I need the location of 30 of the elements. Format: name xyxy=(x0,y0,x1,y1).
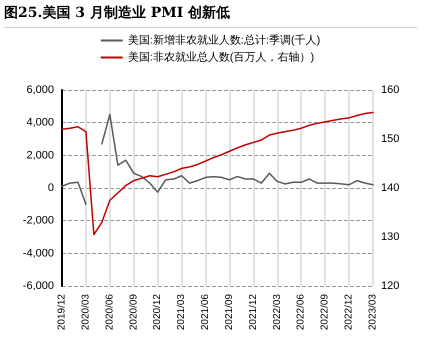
x-tick-label: 2022/06 xyxy=(296,294,307,330)
y2-tick-label: 150 xyxy=(381,133,400,145)
x-tick-label: 2020/03 xyxy=(80,294,92,330)
y2-tick-label: 130 xyxy=(381,231,400,243)
y2-tick-label: 120 xyxy=(381,280,400,292)
x-tick-label: 2020/12 xyxy=(152,294,164,330)
x-tick-label: 2019/12 xyxy=(56,294,68,330)
x-tick-label: 2021/06 xyxy=(200,294,212,330)
y-tick-label: 0 xyxy=(48,182,54,194)
legend-label: 美国:新增非农就业人数:总计:季调(千人) xyxy=(128,34,320,46)
legend-label: 美国:非农就业总人数(百万人，右轴）) xyxy=(128,50,314,64)
y-tick-label: 2,000 xyxy=(26,149,54,162)
y2-tick-label: 140 xyxy=(381,182,400,194)
x-tick-label: 2020/09 xyxy=(128,294,140,330)
x-tick-label: 2020/06 xyxy=(104,294,116,330)
x-tick-label: 2021/09 xyxy=(224,294,235,330)
y-tick-label: -4,000 xyxy=(22,247,54,260)
x-tick-label: 2022/12 xyxy=(344,294,355,330)
y2-tick-label: 160 xyxy=(381,84,400,96)
x-tick-label: 2023/03 xyxy=(368,294,378,330)
y-tick-label: 4,000 xyxy=(26,116,54,129)
chart-title: 图25.美国 3 月制造业 PMI 创新低 xyxy=(4,4,417,28)
y-tick-label: -2,000 xyxy=(22,214,54,227)
x-tick-label: 2022/09 xyxy=(320,294,331,330)
line-series xyxy=(61,112,374,236)
x-tick-label: 2021/03 xyxy=(176,294,188,330)
x-tick-label: 2022/03 xyxy=(272,294,283,330)
y-tick-label: 6,000 xyxy=(26,84,54,96)
x-tick-label: 2021/12 xyxy=(248,294,259,330)
y-tick-label: -6,000 xyxy=(22,280,54,292)
